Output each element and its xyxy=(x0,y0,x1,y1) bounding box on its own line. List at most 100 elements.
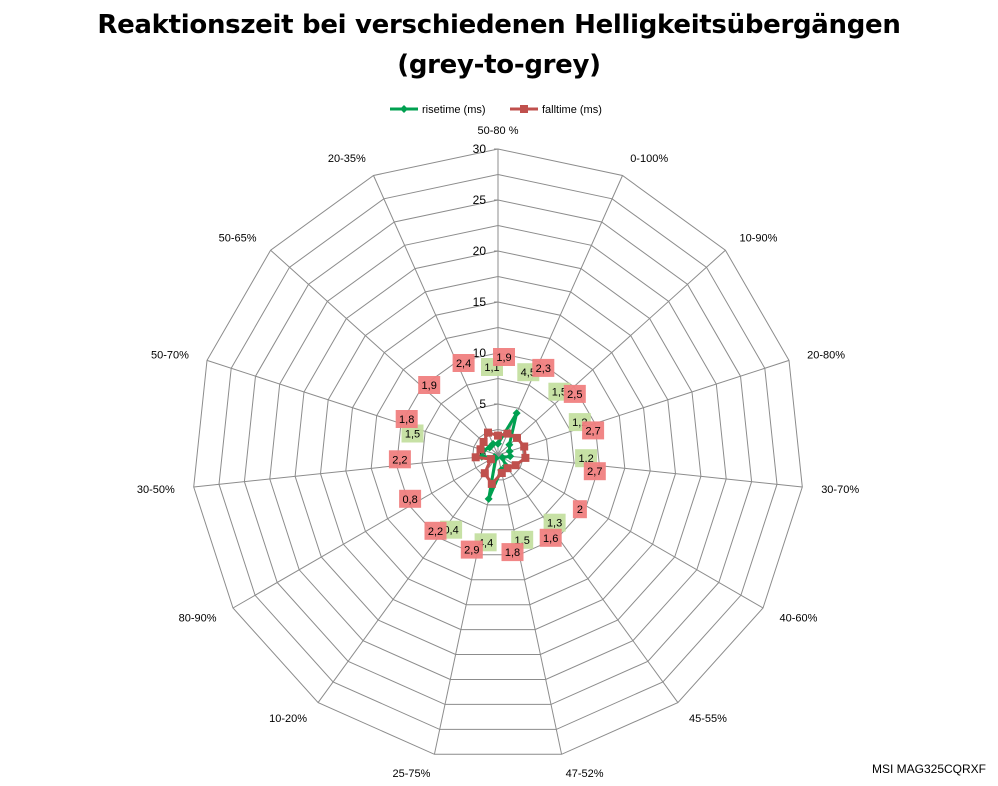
risetime-marker xyxy=(512,409,521,418)
category-label: 45-55% xyxy=(689,713,727,725)
falltime-data-label-box xyxy=(563,384,586,403)
falltime-data-label-box xyxy=(583,462,606,481)
category-label: 0-100% xyxy=(630,153,668,165)
falltime-marker xyxy=(513,433,521,442)
grid-spoke xyxy=(433,454,499,755)
falltime-data-label: 1,8 xyxy=(399,414,414,426)
falltime-data-label-box xyxy=(501,543,524,562)
monitor-model-label: MSI MAG325CQRXF xyxy=(871,762,986,776)
category-label: 50-70% xyxy=(151,350,189,362)
category-label: 25-75% xyxy=(392,768,430,780)
category-label: 10-20% xyxy=(269,713,307,725)
falltime-marker xyxy=(479,438,488,446)
risetime-marker xyxy=(489,439,498,448)
falltime-data-label-box xyxy=(539,528,562,547)
falltime-marker xyxy=(503,464,512,473)
grid-spoke xyxy=(497,359,790,456)
risetime-marker xyxy=(494,439,502,448)
grid-spoke xyxy=(206,359,499,456)
category-label: 47-52% xyxy=(566,768,604,780)
falltime-data-label-box xyxy=(388,450,411,469)
falltime-marker xyxy=(480,469,489,478)
grid-spoke xyxy=(497,454,803,488)
grid-spoke xyxy=(497,454,679,703)
grid-ring xyxy=(243,199,753,705)
falltime-data-label: 2,4 xyxy=(456,358,471,370)
falltime-data-label-box xyxy=(424,521,447,540)
falltime-data-label-box xyxy=(418,376,441,394)
risetime-data-label: 1,5 xyxy=(552,387,567,399)
grid-spoke xyxy=(497,454,563,755)
falltime-data-label-box xyxy=(493,348,515,366)
category-label: 20-35% xyxy=(328,153,366,165)
grid-ring xyxy=(294,250,702,655)
category-label: 80-90% xyxy=(179,613,217,625)
falltime-data-label: 2,7 xyxy=(587,466,602,478)
falltime-data-label-box xyxy=(582,421,605,440)
legend-label: risetime (ms) xyxy=(422,104,486,116)
falltime-data-label-box xyxy=(395,410,418,428)
falltime-marker xyxy=(486,455,495,464)
falltime-data-label: 2,2 xyxy=(392,454,407,466)
falltime-marker xyxy=(521,453,530,462)
risetime-marker xyxy=(484,494,493,503)
grid-ring xyxy=(370,326,626,581)
falltime-data-label: 0,8 xyxy=(402,494,417,506)
risetime-data-label-box xyxy=(543,513,566,532)
grid-spoke xyxy=(497,175,623,456)
falltime-data-label: 1,9 xyxy=(422,380,437,392)
axis-tick-label: 5 xyxy=(479,397,486,411)
category-label: 50-80 % xyxy=(478,125,519,137)
risetime-data-label: 1,5 xyxy=(405,429,420,441)
falltime-data-label-box xyxy=(452,354,475,372)
falltime-data-label-box xyxy=(460,540,483,559)
category-label: 30-50% xyxy=(137,484,175,496)
grid-spoke xyxy=(497,249,726,456)
falltime-marker xyxy=(484,428,492,437)
legend-marker-falltime xyxy=(520,105,528,113)
grid-spoke xyxy=(270,249,499,456)
grid-spoke xyxy=(317,454,499,703)
falltime-data-label: 2,5 xyxy=(567,389,582,401)
grid-ring xyxy=(218,173,778,730)
category-label: 20-80% xyxy=(807,350,845,362)
falltime-marker xyxy=(511,461,520,470)
grid-ring xyxy=(446,403,550,506)
grid-ring xyxy=(193,148,803,755)
falltime-data-label: 2,7 xyxy=(585,425,600,437)
grid-spoke xyxy=(232,454,499,609)
falltime-data-label: 2,3 xyxy=(536,363,551,375)
falltime-data-label-box xyxy=(399,489,422,508)
grid-spoke xyxy=(193,454,499,488)
risetime-marker xyxy=(498,453,507,462)
category-label: 10-90% xyxy=(740,233,778,245)
category-label: 30-70% xyxy=(821,484,859,496)
falltime-marker xyxy=(471,453,480,462)
grid-ring xyxy=(269,224,727,680)
falltime-data-label: 2,2 xyxy=(428,526,443,538)
axis-tick-label: 25 xyxy=(473,193,487,207)
falltime-marker xyxy=(503,429,512,438)
chart-title-line2: (grey-to-grey) xyxy=(397,50,601,80)
falltime-data-label: 1,6 xyxy=(543,533,558,545)
grid-spoke xyxy=(373,175,499,456)
axis-tick-label: 30 xyxy=(473,142,487,156)
legend-marker-risetime xyxy=(400,105,408,113)
chart-title-line1: Reaktionszeit bei verschiedenen Helligke… xyxy=(97,10,901,40)
falltime-data-label: 2,9 xyxy=(464,545,479,557)
falltime-marker xyxy=(497,469,506,477)
falltime-data-label: 1,9 xyxy=(496,352,511,364)
axis-tick-label: 10 xyxy=(473,346,487,360)
risetime-data-label: 0,4 xyxy=(443,525,458,537)
risetime-data-label: 1,3 xyxy=(547,518,562,530)
category-label: 40-60% xyxy=(780,613,818,625)
falltime-marker xyxy=(520,442,529,451)
grid-ring xyxy=(421,377,575,531)
risetime-marker xyxy=(506,452,515,461)
grid-spoke xyxy=(497,454,764,609)
grid-ring xyxy=(319,275,677,631)
falltime-data-label: 2 xyxy=(577,504,583,516)
falltime-data-label: 1,8 xyxy=(505,547,520,559)
risetime-data-label-box xyxy=(401,424,424,443)
